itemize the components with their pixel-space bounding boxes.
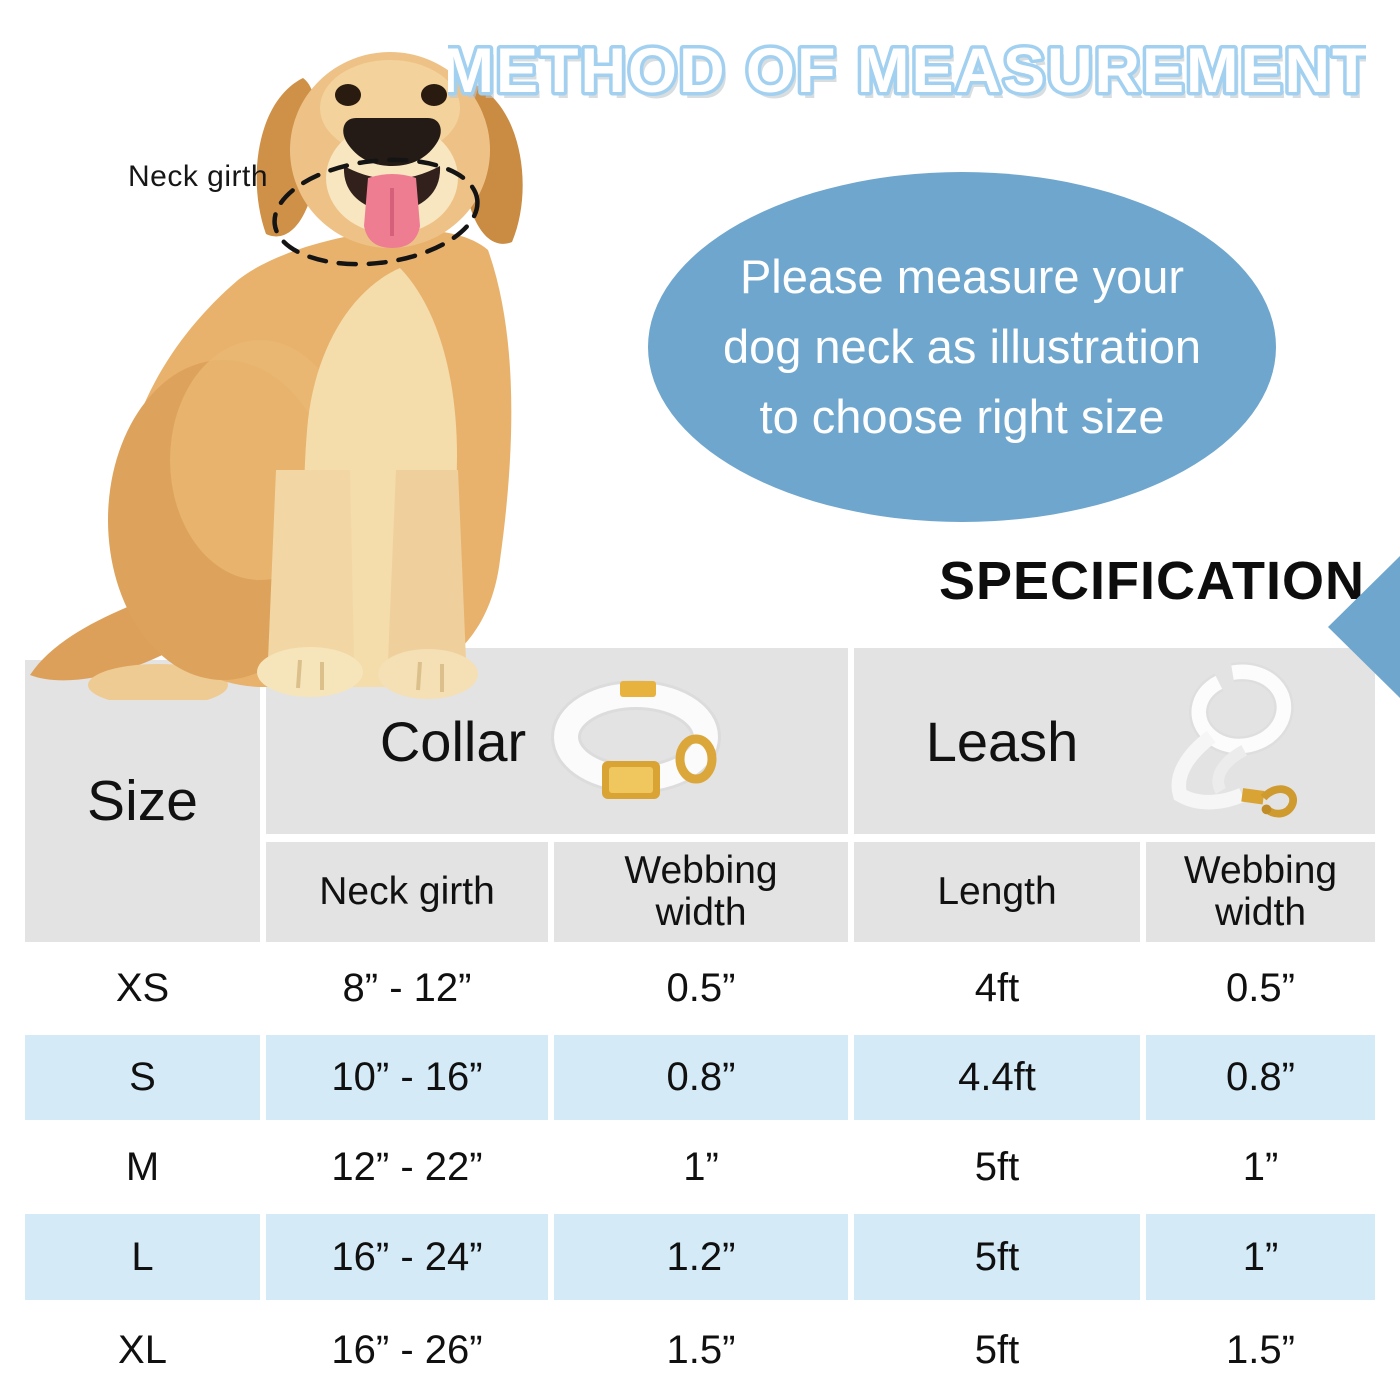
cell-collar-webbing: 1.5” bbox=[666, 1327, 736, 1372]
cell-leash-length: 4.4ft bbox=[854, 1035, 1140, 1120]
subheader-label: Length bbox=[937, 869, 1057, 913]
table-row-xl: XL 16” - 26” 1.5” 5ft 1.5” bbox=[25, 1300, 1375, 1400]
dog-eye-right bbox=[421, 84, 447, 106]
cell-collar-webbing: 1” bbox=[683, 1144, 719, 1189]
cell-leash-length: 5ft bbox=[974, 1144, 1020, 1189]
cell-collar-webbing: 1.2” bbox=[554, 1214, 848, 1300]
dog-front-leg-left bbox=[268, 470, 355, 677]
cell-collar-webbing: 0.5” bbox=[666, 966, 736, 1010]
table-row-m: M 12” - 22” 1” 5ft 1” bbox=[25, 1120, 1375, 1214]
neck-girth-label: Neck girth bbox=[128, 160, 269, 193]
paw-toes-left bbox=[296, 659, 324, 690]
table-row-xs: XS 8” - 12” 0.5” 4ft 0.5” bbox=[25, 942, 1375, 1035]
bubble-line-2: dog neck as illustration bbox=[722, 320, 1202, 373]
cell-neck-girth: 12” - 22” bbox=[331, 1144, 483, 1189]
dog-front-paw-right bbox=[378, 649, 478, 699]
specification-heading: SPECIFICATION bbox=[938, 551, 1365, 611]
cell-size: L bbox=[25, 1214, 260, 1300]
cell-collar-webbing: 0.8” bbox=[554, 1035, 848, 1120]
bubble-line-3: to choose right size bbox=[759, 390, 1165, 443]
cell-neck-girth: 10” - 16” bbox=[266, 1035, 548, 1120]
cell-leash-length: 5ft bbox=[974, 1327, 1020, 1372]
cell-leash-length: 4ft bbox=[974, 966, 1020, 1010]
cell-leash-webbing: 1” bbox=[1146, 1214, 1375, 1300]
cell-leash-webbing: 0.5” bbox=[1226, 966, 1295, 1010]
leash-icon bbox=[1171, 662, 1298, 818]
collar-header-label: Collar bbox=[379, 709, 527, 773]
cell-size: S bbox=[25, 1035, 260, 1120]
cell-leash-webbing: 1” bbox=[1242, 1144, 1279, 1189]
cell-leash-webbing: 1.5” bbox=[1226, 1327, 1295, 1372]
size-header-label: Size bbox=[87, 769, 198, 833]
subheader-label: Neck girth bbox=[319, 869, 495, 913]
subheader-collar-webbing-width: Webbing width bbox=[554, 842, 848, 942]
subheader-label: Webbing width bbox=[1183, 848, 1338, 934]
table-header-leash: Leash bbox=[854, 648, 1375, 834]
dog-photo bbox=[30, 52, 523, 700]
cell-leash-webbing: 0.8” bbox=[1146, 1035, 1375, 1120]
cell-neck-girth: 8” - 12” bbox=[342, 966, 472, 1010]
dog-nose bbox=[343, 118, 441, 166]
collar-icon bbox=[551, 680, 722, 799]
dog-front-leg-right bbox=[388, 470, 467, 679]
cell-leash-length: 5ft bbox=[854, 1214, 1140, 1300]
page-title-shadow: METHOD OF MEASUREMENT bbox=[448, 42, 1366, 112]
cell-size: XL bbox=[118, 1327, 167, 1372]
table-header-size: Size bbox=[25, 660, 260, 942]
subheader-leash-webbing-width: Webbing width bbox=[1146, 842, 1375, 942]
leash-header-label: Leash bbox=[925, 709, 1079, 773]
subheader-label: Webbing width bbox=[624, 848, 778, 934]
cell-neck-girth: 16” - 24” bbox=[266, 1214, 548, 1300]
cell-size: M bbox=[125, 1144, 160, 1189]
measure-instruction-bubble: Please measure your dog neck as illustra… bbox=[648, 172, 1276, 522]
arrow-left-icon bbox=[1328, 556, 1400, 698]
bubble-line-1: Please measure your bbox=[739, 250, 1185, 303]
page-title-art: METHOD OF MEASUREMENT METHOD OF MEASUREM… bbox=[448, 33, 1366, 113]
page-title: METHOD OF MEASUREMENT bbox=[448, 36, 1366, 106]
table-row-s: S 10” - 16” 0.8” 4.4ft 0.8” bbox=[25, 1035, 1375, 1120]
table-row-l: L 16” - 24” 1.2” 5ft 1” bbox=[25, 1214, 1375, 1300]
neck-girth-marker bbox=[272, 157, 480, 267]
subheader-collar-neck-girth: Neck girth bbox=[266, 842, 548, 942]
cell-size: XS bbox=[115, 966, 170, 1010]
subheader-leash-length: Length bbox=[854, 842, 1140, 942]
paw-toes-right bbox=[416, 661, 444, 692]
cell-neck-girth: 16” - 26” bbox=[331, 1327, 483, 1372]
dog-front-paw-left bbox=[257, 647, 363, 697]
dog-eye-left bbox=[335, 84, 361, 106]
